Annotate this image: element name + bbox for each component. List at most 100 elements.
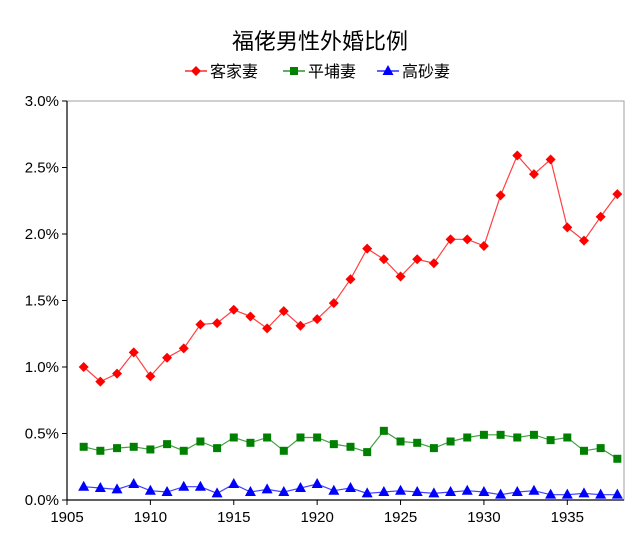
data-point-square — [396, 437, 405, 446]
data-point-triangle — [161, 486, 173, 497]
y-tick-label: 0.0% — [25, 492, 59, 509]
data-point-triangle — [78, 480, 90, 491]
data-point-square — [379, 426, 388, 435]
y-tick-label: 2.5% — [25, 160, 59, 177]
data-point-diamond — [228, 304, 239, 315]
data-point-diamond — [78, 362, 89, 372]
data-point-diamond — [595, 211, 606, 222]
x-tick-label: 1920 — [300, 509, 333, 526]
x-tick-label: 1910 — [134, 509, 167, 526]
data-point-diamond — [462, 234, 473, 245]
y-tick-label: 2.0% — [25, 226, 59, 243]
chart-title: 福佬男性外婚比例 — [231, 30, 408, 55]
x-tick-label: 1935 — [551, 509, 584, 526]
data-point-diamond — [428, 258, 439, 269]
data-point-triangle — [445, 486, 457, 497]
x-tick-label: 1905 — [50, 509, 83, 526]
data-point-diamond — [278, 306, 289, 317]
series-square — [79, 426, 622, 463]
x-tick-label: 1915 — [217, 509, 250, 526]
plot-area — [66, 100, 625, 501]
data-point-triangle — [94, 482, 106, 493]
data-point-triangle — [561, 488, 573, 499]
data-point-square — [246, 438, 255, 447]
x-tick-label: 1925 — [384, 509, 417, 526]
data-point-diamond — [478, 240, 489, 251]
data-point-triangle — [478, 486, 490, 497]
data-point-square — [479, 430, 488, 439]
data-point-square — [213, 444, 222, 453]
data-point-triangle — [345, 482, 357, 493]
y-tick-label: 1.0% — [25, 359, 59, 376]
data-point-diamond — [362, 243, 373, 254]
data-point-diamond — [262, 323, 273, 334]
data-point-diamond — [445, 234, 456, 245]
data-point-diamond — [395, 271, 406, 282]
data-point-square — [596, 444, 605, 453]
data-point-diamond — [545, 154, 556, 165]
y-tick-label: 0.5% — [25, 426, 59, 443]
data-point-square — [146, 445, 155, 454]
data-point-triangle — [294, 482, 306, 493]
data-point-square — [363, 448, 372, 457]
data-point-triangle — [611, 488, 623, 499]
data-point-square — [513, 433, 522, 442]
data-point-triangle — [545, 488, 557, 499]
data-point-square — [346, 442, 355, 451]
legend-label: 高砂妻 — [402, 62, 450, 81]
data-point-diamond — [191, 66, 201, 76]
data-point-triangle — [311, 478, 323, 489]
data-point-triangle — [228, 478, 240, 489]
data-point-triangle — [178, 480, 190, 491]
data-point-square — [96, 446, 105, 455]
data-point-triangle — [428, 487, 440, 498]
data-point-triangle — [278, 486, 290, 497]
x-tick-label: 1930 — [467, 509, 500, 526]
data-point-square — [79, 442, 88, 451]
data-point-square — [529, 430, 538, 439]
data-point-diamond — [312, 314, 323, 325]
data-point-diamond — [162, 352, 173, 363]
data-point-diamond — [178, 343, 189, 354]
data-point-triangle — [411, 486, 423, 497]
data-point-square — [129, 442, 138, 451]
data-point-square — [296, 433, 305, 442]
data-point-diamond — [145, 371, 156, 382]
data-point-diamond — [128, 347, 139, 358]
data-point-diamond — [528, 169, 539, 180]
data-point-triangle — [378, 486, 390, 497]
data-point-square — [279, 446, 288, 455]
legend-item: 高砂妻 — [377, 62, 450, 81]
data-point-square — [329, 440, 338, 449]
data-point-square — [196, 437, 205, 446]
data-point-triangle — [328, 484, 340, 495]
data-point-triangle — [128, 478, 140, 489]
data-point-triangle — [111, 483, 123, 494]
data-point-square — [496, 430, 505, 439]
legend-item: 平埔妻 — [283, 62, 356, 81]
data-point-diamond — [495, 190, 506, 201]
data-point-square — [446, 437, 455, 446]
data-point-diamond — [195, 319, 206, 330]
data-point-triangle — [194, 480, 206, 491]
data-point-square — [263, 433, 272, 442]
legend-item: 客家妻 — [185, 62, 258, 81]
data-point-diamond — [245, 311, 256, 322]
data-point-triangle — [528, 484, 540, 495]
data-point-square — [163, 440, 172, 449]
y-tick-label: 3.0% — [25, 93, 59, 110]
data-point-diamond — [112, 368, 123, 379]
legend-label: 客家妻 — [210, 62, 258, 81]
data-point-square — [229, 433, 238, 442]
data-point-diamond — [412, 254, 423, 265]
data-point-diamond — [212, 318, 223, 329]
data-point-triangle — [261, 483, 273, 494]
data-point-square — [613, 454, 622, 463]
data-point-triangle — [244, 486, 256, 497]
data-point-square — [546, 436, 555, 445]
data-point-square — [313, 433, 322, 442]
data-point-triangle — [495, 488, 507, 499]
data-point-triangle — [395, 484, 407, 495]
data-point-diamond — [378, 254, 389, 265]
data-point-diamond — [328, 298, 339, 309]
